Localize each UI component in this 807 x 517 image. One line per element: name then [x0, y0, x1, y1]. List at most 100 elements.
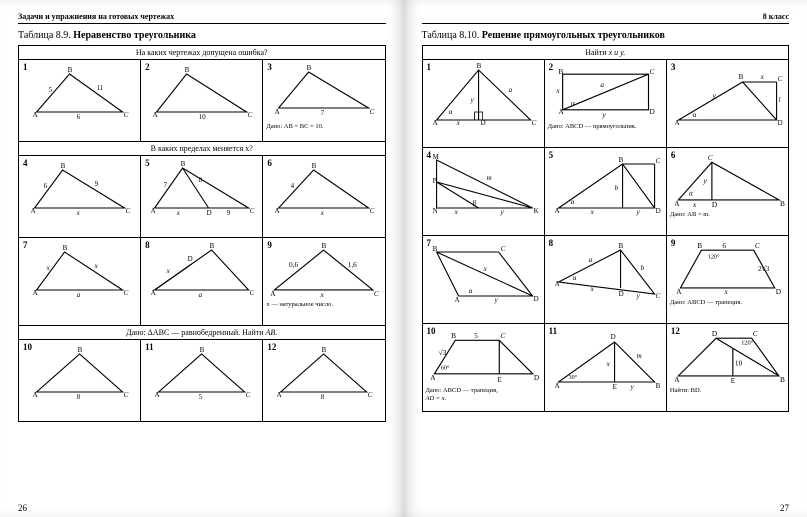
worksheet-left: На каких чертежах допущена ошибка? 1 A B… — [18, 45, 386, 422]
svg-text:B: B — [68, 66, 73, 74]
svg-text:y: y — [635, 208, 640, 216]
svg-text:A: A — [271, 289, 277, 298]
svg-text:B: B — [697, 241, 702, 250]
svg-text:A: A — [275, 108, 280, 116]
table-title-left: Таблица 8.9. Неравенство треугольника — [18, 30, 386, 41]
svg-text:x: x — [94, 262, 99, 270]
svg-text:x: x — [76, 209, 81, 217]
svg-text:C: C — [248, 111, 253, 119]
svg-text:K: K — [533, 207, 538, 215]
svg-text:A: A — [674, 199, 680, 208]
page-left: Задачи и упражнения на готовых чертежах … — [0, 0, 404, 517]
title-prefix: Таблица 8.9. — [18, 30, 73, 41]
svg-text:D: D — [610, 333, 615, 341]
triangle-6: A B C 4 x — [266, 158, 381, 218]
svg-text:D: D — [712, 200, 717, 209]
svg-text:A: A — [554, 207, 559, 215]
cell-num: 8 — [145, 240, 150, 250]
svg-text:C: C — [126, 207, 131, 215]
title-prefix: Таблица 8.10. — [422, 30, 482, 41]
svg-text:6: 6 — [722, 241, 726, 250]
svg-text:D: D — [480, 119, 485, 127]
cell-num: 11 — [549, 326, 558, 336]
svg-text:b: b — [640, 264, 644, 272]
svg-text:5: 5 — [474, 331, 478, 340]
svg-text:x: x — [482, 265, 487, 273]
svg-text:A: A — [454, 296, 459, 304]
cell-num: 6 — [671, 150, 676, 160]
svg-text:α: α — [689, 189, 693, 198]
svg-text:D: D — [649, 107, 654, 116]
cell-2: 2 A B C 10 — [141, 60, 263, 142]
svg-text:x: x — [320, 290, 325, 299]
svg-text:D: D — [655, 207, 660, 215]
svg-text:A: A — [155, 391, 160, 399]
triangle-8: A B C D x a — [144, 240, 259, 300]
svg-text:C: C — [649, 67, 654, 76]
svg-text:B: B — [307, 64, 312, 72]
cell-11: 11 A B C 5 — [141, 340, 263, 422]
svg-text:C: C — [531, 119, 536, 127]
svg-text:x: x — [176, 209, 181, 217]
cell-1: 1 A B C 5 11 6 — [19, 60, 141, 142]
page-number-right: 27 — [780, 503, 789, 513]
cell-num: 12 — [671, 326, 680, 336]
caption-3: Дано: AB = BC = 10. — [266, 123, 381, 130]
sec-var: x и y. — [609, 48, 626, 57]
svg-text:E: E — [731, 376, 736, 385]
cell-num: 4 — [23, 158, 28, 168]
svg-text:D: D — [188, 255, 193, 263]
svg-text:B: B — [476, 62, 481, 70]
page-right: 8 класс Таблица 8.10. Решение прямоуголь… — [404, 0, 807, 517]
triangle-4: A B C 6 9 x — [22, 158, 137, 218]
svg-text:8: 8 — [199, 176, 203, 184]
svg-text:x: x — [166, 267, 171, 275]
svg-text:D: D — [533, 373, 538, 382]
fig-r2: A B C D a α x y — [548, 62, 663, 122]
svg-text:B: B — [618, 156, 623, 164]
svg-text:8: 8 — [321, 393, 325, 401]
svg-text:B: B — [738, 73, 743, 81]
sec-prefix: Найти — [585, 48, 608, 57]
svg-text:C: C — [500, 245, 505, 253]
fig-r10: A B C D E 5 60° √3 — [426, 326, 541, 386]
svg-text:B: B — [432, 245, 437, 253]
svg-text:A: A — [554, 280, 559, 288]
svg-text:A: A — [33, 289, 38, 297]
svg-text:B: B — [558, 67, 563, 76]
svg-text:C: C — [124, 111, 129, 119]
svg-text:6: 6 — [77, 113, 81, 121]
svg-text:A: A — [674, 375, 680, 384]
svg-text:A: A — [558, 107, 564, 116]
svg-text:m: m — [636, 352, 641, 360]
svg-text:α: α — [570, 198, 574, 206]
caption-r12: Найти: BD. — [670, 387, 785, 394]
svg-text:a: a — [600, 80, 604, 89]
svg-text:A: A — [33, 111, 38, 119]
triangle-11: A B C 5 — [144, 342, 259, 402]
cell-num: 9 — [671, 238, 676, 248]
triangle-1: A B C 5 11 6 — [22, 62, 137, 122]
caption-9: x — натуральное число. — [266, 301, 381, 308]
cell-r5: 5 A B C D α b x y — [544, 148, 666, 236]
svg-text:B: B — [780, 199, 785, 208]
svg-text:y: y — [601, 110, 606, 119]
cell-num: 1 — [23, 62, 28, 72]
book-spread: Задачи и упражнения на готовых чертежах … — [0, 0, 807, 517]
cell-num: 3 — [671, 62, 676, 72]
svg-text:y: y — [635, 292, 640, 300]
cell-6: 6 A B C 4 x — [263, 156, 385, 238]
cell-r6: 6 A B C D α y x Дано: AB = m. — [666, 148, 788, 236]
caption-r10a: Дано: ABCD — трапеция, — [426, 387, 541, 394]
fig-r6: A B C D α y x — [670, 150, 785, 210]
svg-text:A: A — [676, 287, 682, 296]
svg-text:C: C — [500, 331, 505, 340]
table-title-right: Таблица 8.10. Решение прямоугольных треу… — [422, 30, 790, 41]
svg-text:C: C — [124, 289, 129, 297]
svg-text:D: D — [777, 119, 782, 127]
svg-text:D: D — [207, 209, 212, 217]
cell-r9: 9 A B C D 6 120° 2√3 x Дано: ABCD — трап… — [666, 236, 788, 324]
triangle-12: A B C 8 — [266, 342, 381, 402]
cell-r12: 12 A B D C E 120° 10 Найти: BD. — [666, 324, 788, 412]
section-head-1: На каких чертежах допущена ошибка? — [19, 46, 386, 60]
